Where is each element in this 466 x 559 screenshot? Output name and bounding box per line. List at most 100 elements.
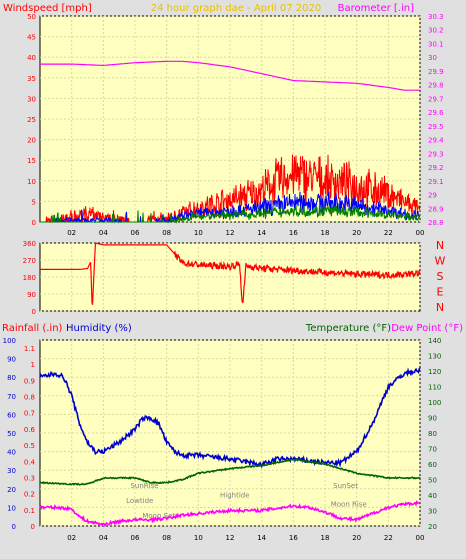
x-tick-label: 06 (131, 229, 140, 237)
wind-tick-label: 25 (27, 116, 36, 124)
astro-annotation: SunRise (130, 482, 158, 490)
x-tick-label: 18 (321, 229, 330, 237)
wind-tick-label: 35 (27, 75, 36, 83)
x-tick-label: 18 (321, 534, 330, 542)
temperature-tick-label: 40 (428, 492, 437, 500)
barometer-tick-label: 28.9 (428, 205, 444, 213)
compass-label: W (435, 255, 446, 268)
x-tick-label: 08 (162, 534, 171, 542)
rainfall-tick-label: 0.7 (24, 410, 35, 418)
x-tick-label: 14 (257, 229, 266, 237)
barometer-tick-label: 30.1 (428, 40, 444, 48)
temperature-tick-label: 60 (428, 461, 437, 469)
temperature-tick-label: 100 (428, 399, 441, 407)
temperature-tick-label: 90 (428, 415, 437, 423)
rainfall-tick-label: 0.4 (24, 458, 36, 466)
wind-gust-line (40, 154, 421, 224)
direction-tick-label: 0 (32, 308, 36, 316)
x-tick-label: 10 (194, 229, 203, 237)
x-tick-label: 04 (99, 229, 108, 237)
x-tick-label: 12 (226, 534, 235, 542)
rainfall-tick-label: 0.2 (24, 491, 35, 499)
x-tick-label: 22 (384, 534, 393, 542)
barometer-tick-label: 29.1 (428, 178, 444, 186)
rainfall-axis-title: Rainfall (.in) (2, 323, 63, 334)
barometer-tick-label: 29.7 (428, 95, 444, 103)
x-tick-label: 16 (289, 534, 298, 542)
wind-average-line (40, 204, 421, 224)
rainfall-tick-label: 1 (31, 361, 35, 369)
temperature-tick-label: 30 (428, 508, 437, 516)
temperature-tick-label: 140 (428, 337, 441, 345)
temperature-tick-label: 120 (428, 368, 441, 376)
temperature-axis-title: Temperature (°F) (305, 323, 391, 334)
rainfall-tick-label: 0.8 (24, 394, 35, 402)
temperature-line (39, 458, 421, 486)
x-tick-label: 16 (289, 229, 298, 237)
humidity-tick-label: 40 (7, 449, 16, 457)
humidity-tick-label: 30 (7, 467, 16, 475)
direction-tick-label: 180 (23, 274, 36, 282)
compass-label: S (437, 270, 444, 283)
humidity-tick-label: 100 (3, 337, 16, 345)
humidity-tick-label: 20 (7, 486, 16, 494)
humidity-tick-label: 60 (7, 411, 16, 419)
x-tick-label: 02 (67, 534, 76, 542)
rainfall-tick-label: 0.3 (24, 474, 35, 482)
x-tick-label: 00 (416, 229, 425, 237)
barometer-line (40, 60, 420, 91)
rainfall-tick-label: 1.1 (24, 345, 35, 353)
barometer-tick-label: 29.8 (428, 82, 444, 90)
chart-title: 24 hour graph dae - April 07 2020 (151, 3, 321, 14)
wind-axis-title: Windspeed [mph] (3, 3, 92, 14)
temperature-tick-label: 70 (428, 446, 437, 454)
x-tick-label: 06 (131, 534, 140, 542)
astro-annotation: Lowtide (126, 497, 153, 505)
humidity-tick-label: 80 (7, 374, 16, 382)
direction-tick-label: 90 (27, 291, 36, 299)
humidity-axis-title: Humidity (%) (66, 323, 132, 334)
barometer-tick-label: 30.2 (428, 27, 444, 35)
wind-tick-label: 45 (27, 34, 36, 42)
dewpoint-line (39, 500, 421, 528)
barometer-tick-label: 30.3 (428, 13, 444, 21)
temperature-tick-label: 80 (428, 430, 437, 438)
barometer-tick-label: 28.8 (428, 219, 444, 227)
wind-tick-label: 10 (27, 178, 36, 186)
wind-tick-label: 5 (32, 198, 36, 206)
rainfall-tick-label: 0.9 (24, 377, 35, 385)
x-tick-label: 20 (352, 229, 361, 237)
temperature-tick-label: 20 (428, 523, 437, 531)
wind-tick-label: 30 (27, 95, 36, 103)
barometer-axis-title: Barometer [.in] (338, 3, 414, 14)
x-tick-label: 14 (257, 534, 266, 542)
astro-annotation: Moon Rise (331, 501, 367, 509)
humidity-tick-label: 10 (7, 504, 16, 512)
x-tick-label: 20 (352, 534, 361, 542)
temperature-tick-label: 110 (428, 384, 441, 392)
barometer-tick-label: 29.5 (428, 123, 444, 131)
x-tick-label: 10 (194, 534, 203, 542)
wind-direction-line (40, 242, 421, 305)
direction-tick-label: 360 (23, 240, 36, 248)
temperature-tick-label: 50 (428, 477, 437, 485)
humidity-tick-label: 70 (7, 393, 16, 401)
x-tick-label: 02 (67, 229, 76, 237)
rainfall-tick-label: 0.6 (24, 426, 36, 434)
compass-label: N (436, 239, 444, 252)
barometer-tick-label: 29.2 (428, 164, 444, 172)
x-tick-label: 00 (416, 534, 425, 542)
barometer-tick-label: 29.6 (428, 109, 444, 117)
wind-tick-label: 15 (27, 157, 36, 165)
humidity-tick-label: 90 (7, 356, 16, 364)
compass-label: E (437, 286, 444, 299)
x-tick-label: 04 (99, 534, 108, 542)
x-tick-label: 08 (162, 229, 171, 237)
direction-tick-label: 270 (23, 257, 36, 265)
wind-tick-label: 20 (27, 137, 36, 145)
rainfall-tick-label: 0.5 (24, 442, 35, 450)
wind-tick-label: 40 (27, 54, 36, 62)
humidity-tick-label: 50 (7, 430, 16, 438)
